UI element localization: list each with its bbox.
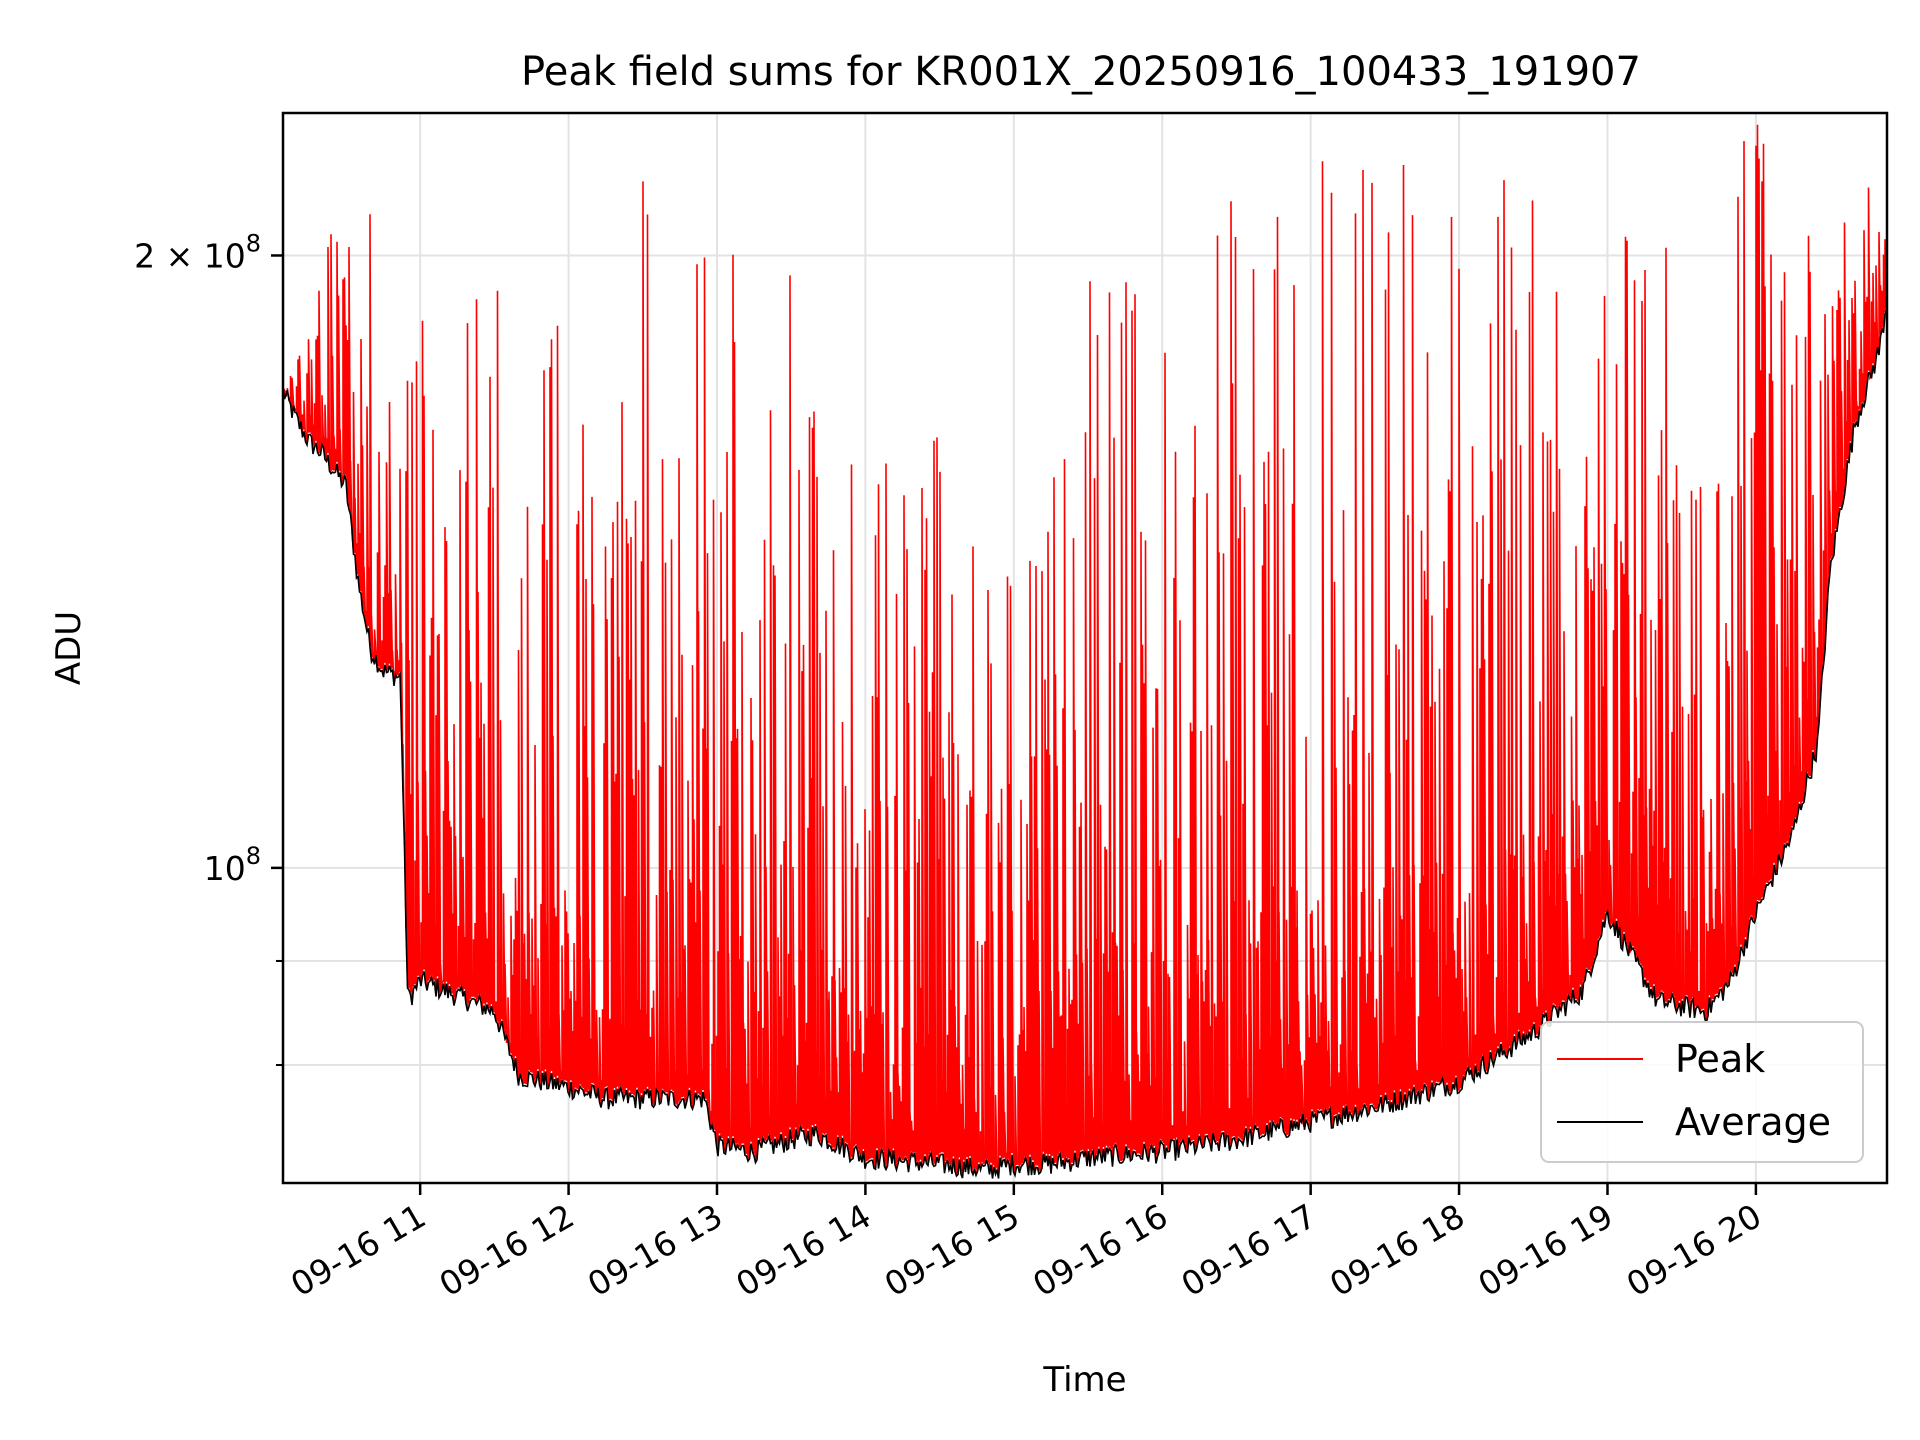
y-tick-label: 2 × 108 xyxy=(134,229,261,275)
series-average xyxy=(282,309,1888,1179)
x-axis-label: Time xyxy=(1042,1360,1126,1400)
legend-average-label: Average xyxy=(1675,1100,1831,1144)
y-tick-label: 108 xyxy=(204,842,261,888)
plot-area xyxy=(281,111,1889,1185)
y-axis: 108 2 × 108 xyxy=(134,229,283,1067)
y-axis-label: ADU xyxy=(49,611,89,685)
legend: Peak Average xyxy=(1540,1021,1864,1163)
chart-title: Peak field sums for KR001X_20250916_1004… xyxy=(521,49,1641,95)
average-line xyxy=(282,309,1888,1179)
legend-peak-label: Peak xyxy=(1675,1037,1765,1081)
legend-box xyxy=(1540,1021,1864,1163)
plot-frame xyxy=(281,111,1889,1185)
